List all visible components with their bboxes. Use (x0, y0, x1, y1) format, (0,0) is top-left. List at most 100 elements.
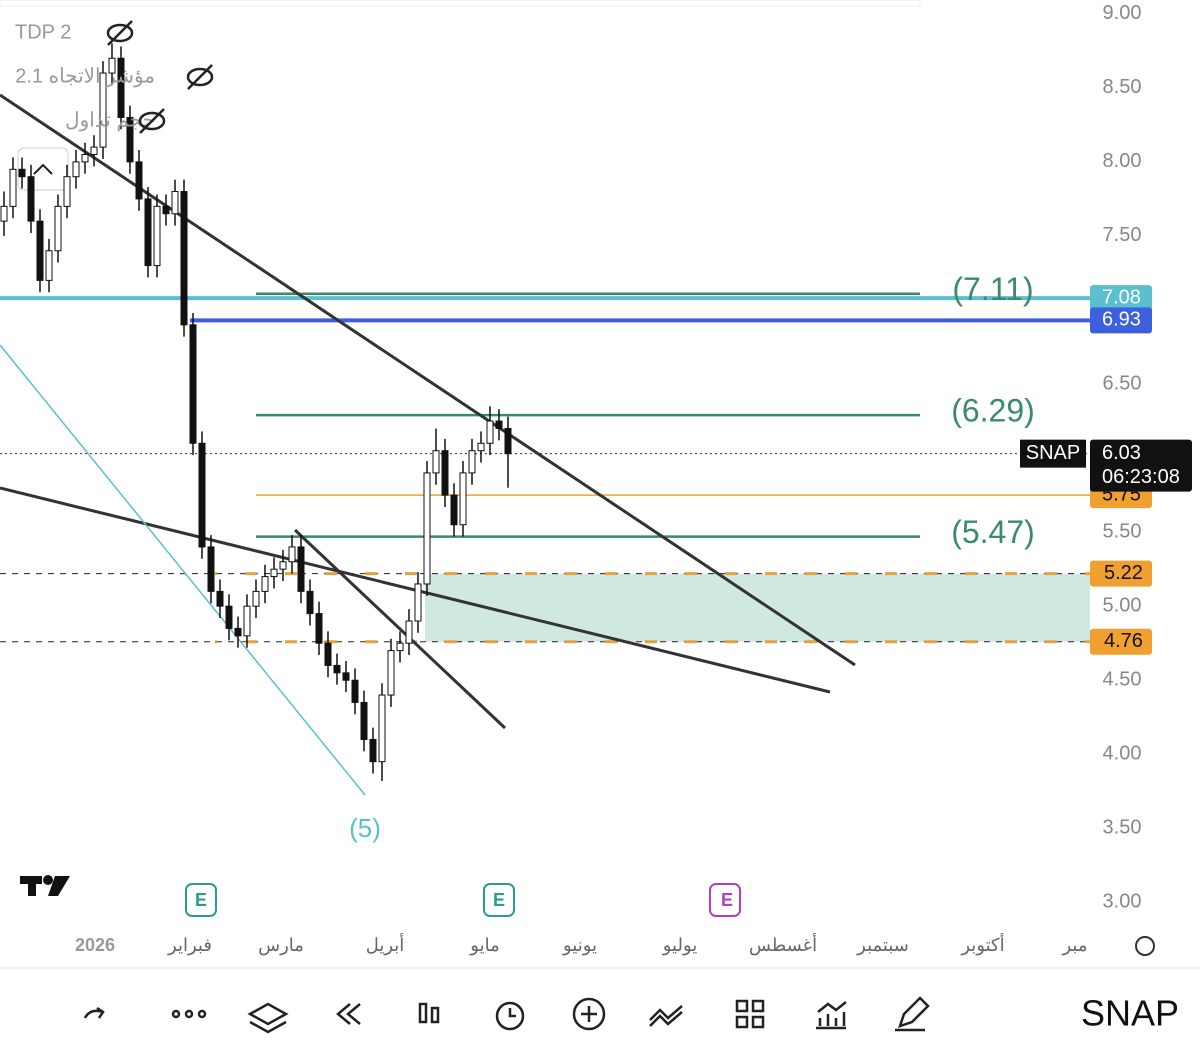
candle-body (162, 205, 170, 215)
x-tick-label: فبراير (167, 935, 212, 956)
hidden-toggle[interactable] (138, 111, 166, 131)
y-tick-label: 7.50 (1103, 224, 1142, 246)
legend-entry: حجم تداول (65, 109, 155, 131)
hidden-toggle-slash (139, 108, 165, 134)
candle-body (180, 191, 188, 326)
y-tick-label: 9.00 (1103, 2, 1142, 24)
candle-body (81, 154, 89, 163)
x-tick-label: مبر (1061, 935, 1087, 956)
candle-body (423, 472, 431, 585)
x-tick-label: مايو (469, 935, 499, 956)
price-tag-label: 7.08 (1102, 286, 1141, 308)
price-tag-label: 5.22 (1104, 562, 1143, 584)
zone (425, 573, 1090, 642)
candle-body (450, 494, 458, 526)
candle-body (225, 605, 233, 629)
earnings-icons: E E E (185, 883, 741, 917)
candle-body (54, 205, 62, 252)
symbol-tag-label: SNAP (1026, 442, 1080, 464)
candle-body (207, 546, 215, 592)
toolbar-icons[interactable] (83, 996, 930, 1034)
hidden-toggle-slash (187, 64, 213, 90)
candle-body (90, 146, 98, 156)
candle-body (432, 450, 440, 474)
candle-body (333, 664, 341, 674)
hidden-toggle[interactable] (186, 67, 214, 87)
y-tick-label: 4.00 (1103, 743, 1142, 765)
price-tag-label: 6.03 (1102, 442, 1141, 464)
candle-body (243, 605, 251, 637)
candle-body (351, 679, 359, 703)
candle-body (72, 161, 80, 178)
price-tag-label: 4.76 (1104, 630, 1143, 652)
y-tick-label: 4.50 (1103, 669, 1142, 691)
candle-body (495, 420, 503, 429)
candle-body (198, 442, 206, 548)
candle-body (36, 220, 44, 281)
x-tick-label: 2026 (75, 935, 115, 955)
candle-body (477, 442, 485, 452)
candle-body (117, 57, 125, 118)
price-tag (1090, 560, 1152, 587)
price-tag (1090, 439, 1192, 492)
candle-body (189, 324, 197, 444)
settings-button[interactable] (1135, 936, 1155, 956)
candle-body (27, 176, 35, 222)
price-tag (1090, 307, 1152, 334)
y-tick-label: 6.50 (1103, 372, 1142, 394)
price-tag (1090, 628, 1152, 655)
candle-body (387, 650, 395, 696)
y-tick-label: 5.00 (1103, 594, 1142, 616)
candle-body (63, 176, 71, 207)
candle-body (396, 642, 404, 652)
countdown: 06:23:08 (1102, 466, 1180, 488)
candle-body (153, 205, 161, 267)
y-tick-label: 5.50 (1103, 520, 1142, 542)
candle-body (369, 738, 377, 763)
x-tick-label: أكتوبر (960, 933, 1004, 956)
candle-body (405, 620, 413, 644)
x-tick-label: مارس (258, 935, 304, 956)
trend-line (293, 528, 507, 730)
candle-body (126, 116, 134, 163)
candle-body (360, 701, 368, 740)
candle-body (216, 590, 224, 607)
candle-body (288, 546, 296, 563)
top-bar (0, 0, 921, 7)
candle-body (306, 590, 314, 615)
target-label: (5.47) (951, 514, 1035, 550)
candle-body (9, 168, 17, 207)
target-label: (6.29) (951, 393, 1035, 429)
candle-body (252, 590, 260, 607)
y-tick-label: 8.00 (1103, 150, 1142, 172)
x-tick-label: يونيو (562, 935, 597, 956)
candle-body (144, 198, 152, 267)
candle-body (171, 191, 179, 215)
candle-body (45, 250, 53, 281)
candle-body (414, 583, 422, 622)
candle-body (261, 576, 269, 592)
candle-body (297, 546, 305, 592)
legend-entry: TDP 2 (15, 21, 71, 43)
candle-body (459, 472, 467, 526)
x-tick-label: أبريل (366, 933, 405, 956)
x-tick-label: سبتمبر (856, 935, 909, 956)
legend-entry: مؤشر الاتجاه 2.1 (15, 65, 155, 87)
x-tick-label: أغسطس (749, 933, 817, 956)
price-tag-label: 6.93 (1102, 309, 1141, 331)
svg-text:E: E (493, 890, 505, 910)
target-label: (7.11) (952, 271, 1033, 307)
symbol-tag (1020, 439, 1086, 468)
candle-body (441, 450, 449, 496)
y-tick-label: 8.50 (1103, 76, 1142, 98)
y-tick-label: 3.00 (1103, 891, 1142, 913)
candle-body (99, 72, 107, 148)
hidden-toggle[interactable] (106, 23, 134, 43)
candle-body (135, 161, 143, 200)
hidden-toggle-slash (107, 20, 133, 46)
channel-line (0, 344, 366, 796)
candle-body (468, 450, 476, 474)
candle-body (486, 420, 494, 444)
svg-text:E: E (721, 890, 733, 910)
